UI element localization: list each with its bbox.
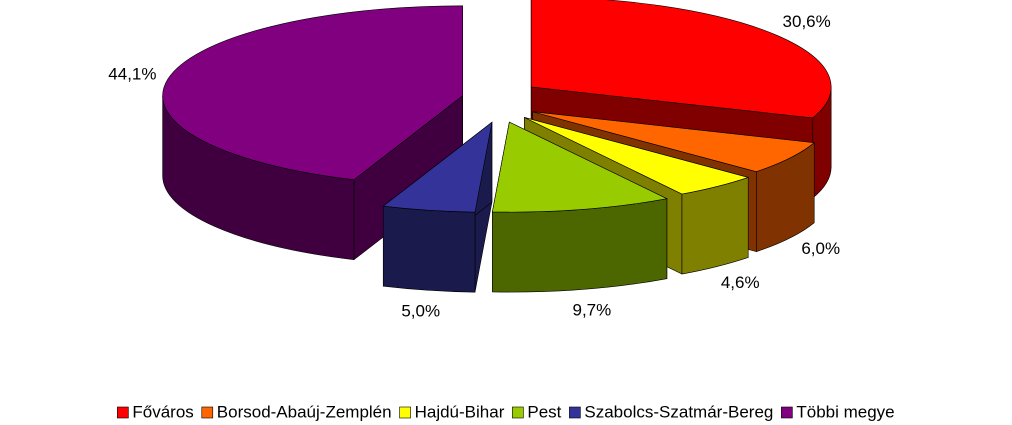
data-label: 9,7% bbox=[572, 301, 611, 320]
slice-side bbox=[492, 198, 668, 293]
slice-top bbox=[524, 117, 750, 195]
legend-swatch bbox=[781, 406, 793, 419]
data-label: 5,0% bbox=[401, 302, 440, 321]
legend-swatch bbox=[201, 406, 214, 419]
legend-label: Borsod-Abaúj-Zemplén bbox=[217, 402, 392, 421]
slice-side bbox=[382, 205, 476, 293]
legend-swatch bbox=[117, 406, 129, 419]
slice-top bbox=[532, 111, 815, 172]
legend-label: Pest bbox=[527, 402, 561, 421]
data-label: 30,6% bbox=[783, 12, 831, 31]
legend: Főváros Borsod-Abaúj-Zemplén Hajdú-Bihar Pe… bbox=[117, 402, 895, 421]
legend-swatch bbox=[569, 406, 581, 419]
legend-label: Szabolcs-Szatmár-Bereg bbox=[584, 402, 773, 421]
legend-label: Többi megye bbox=[796, 402, 894, 421]
slice bbox=[162, 5, 463, 261]
slice bbox=[382, 121, 493, 293]
slice-top bbox=[162, 5, 463, 180]
legend-label: Hajdú-Bihar bbox=[415, 402, 505, 421]
slice bbox=[492, 121, 668, 293]
data-label: 44,1% bbox=[108, 65, 156, 84]
data-label: 4,6% bbox=[721, 273, 760, 292]
legend-swatch bbox=[512, 406, 524, 419]
data-label: 6,0% bbox=[801, 239, 840, 258]
slice-top bbox=[492, 121, 668, 213]
slice-top bbox=[530, 0, 832, 119]
legend-swatch bbox=[399, 406, 411, 419]
legend-label: Főváros bbox=[132, 402, 193, 421]
slice-top bbox=[382, 121, 493, 213]
